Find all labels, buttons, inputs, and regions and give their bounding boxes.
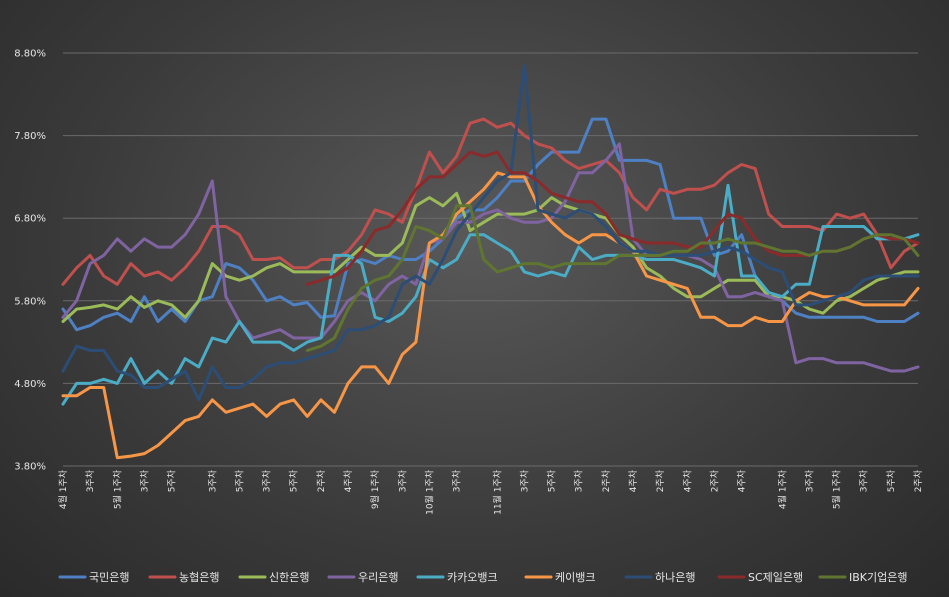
y-tick-label: 3.80% bbox=[14, 462, 46, 473]
x-tick-label: 5월 1주차 bbox=[111, 469, 123, 509]
x-tick-label: 3주차 bbox=[518, 469, 530, 492]
series-line-1 bbox=[61, 117, 920, 286]
x-tick-label: 5주차 bbox=[288, 469, 300, 492]
series-line-6 bbox=[61, 63, 920, 402]
series-line-3 bbox=[61, 142, 920, 373]
y-tick-label: 8.80% bbox=[14, 49, 46, 60]
y-tick-label: 6.80% bbox=[14, 214, 46, 225]
x-tick-label: 2주차 bbox=[912, 469, 924, 492]
y-tick-label: 4.80% bbox=[14, 379, 46, 390]
x-tick-label: 3주차 bbox=[261, 469, 273, 492]
x-tick-label: 3주차 bbox=[396, 469, 408, 492]
x-tick-label: 3주차 bbox=[138, 469, 150, 492]
x-tick-label: 3주차 bbox=[573, 469, 585, 492]
legend-label: 하나은행 bbox=[655, 570, 695, 584]
x-tick-label: 4주차 bbox=[681, 469, 693, 492]
x-tick-label: 3주차 bbox=[206, 469, 218, 492]
x-tick-label: 4월 1주차 bbox=[776, 469, 788, 509]
y-tick-label: 7.80% bbox=[14, 131, 46, 142]
x-tick-label: 3주차 bbox=[858, 469, 870, 492]
x-tick-label: 5월 1주차 bbox=[831, 469, 843, 509]
legend-label: 농협은행 bbox=[179, 571, 219, 584]
x-tick-label: 10월 1주차 bbox=[423, 469, 435, 515]
x-tick-label: 11월 1주차 bbox=[491, 469, 503, 515]
x-tick-label: 4주차 bbox=[627, 469, 639, 492]
legend-label: 케이뱅크 bbox=[555, 571, 595, 584]
series-line-4 bbox=[61, 183, 920, 406]
x-tick-label: 5주차 bbox=[546, 469, 558, 492]
x-tick-label: 2주차 bbox=[315, 469, 327, 492]
y-tick-label: 5.80% bbox=[14, 296, 46, 307]
series-lines bbox=[61, 63, 920, 460]
x-tick-label: 2주차 bbox=[654, 469, 666, 492]
series-line-5 bbox=[61, 171, 920, 460]
legend-label: 신한은행 bbox=[269, 571, 309, 584]
series-line-2 bbox=[61, 191, 920, 323]
x-tick-label: 2주차 bbox=[600, 469, 612, 492]
x-tick-label: 9월 1주차 bbox=[369, 469, 381, 509]
x-tick-label: 3주차 bbox=[84, 469, 96, 492]
x-tick-label: 5주차 bbox=[233, 469, 245, 492]
x-tick-label: 5주차 bbox=[885, 469, 897, 492]
legend-label: 우리은행 bbox=[358, 571, 398, 584]
x-tick-label: 5주차 bbox=[166, 469, 178, 492]
x-tick-label: 3주차 bbox=[451, 469, 463, 492]
y-axis-ticks: 3.80% 4.80% 5.80% 6.80% 7.80% 8.80% bbox=[14, 49, 46, 473]
legend-label: SC제일은행 bbox=[748, 570, 803, 584]
x-tick-label: 2주차 bbox=[708, 469, 720, 492]
series-line-8 bbox=[305, 204, 920, 352]
x-axis-ticks: 4월 1주차 3주차 5월 1주차 3주차 5주차 3주차 5주차 3주차 5주차 2주차 4주차 9… bbox=[57, 469, 924, 515]
legend-label: IBK기업은행 bbox=[849, 571, 907, 584]
legend-label: 카카오뱅크 bbox=[447, 571, 498, 584]
x-tick-label: 4주차 bbox=[342, 469, 354, 492]
x-tick-label: 3주차 bbox=[803, 469, 815, 492]
legend-label: 국민은행 bbox=[89, 571, 129, 584]
x-tick-label: 4주차 bbox=[736, 469, 748, 492]
x-tick-label: 4월 1주차 bbox=[57, 469, 69, 509]
legend: 국민은행 농협은행 신한은행 우리은행 카카오뱅크 케이뱅크 하나은행 SC제일은행 IBK기업… bbox=[58, 570, 907, 584]
